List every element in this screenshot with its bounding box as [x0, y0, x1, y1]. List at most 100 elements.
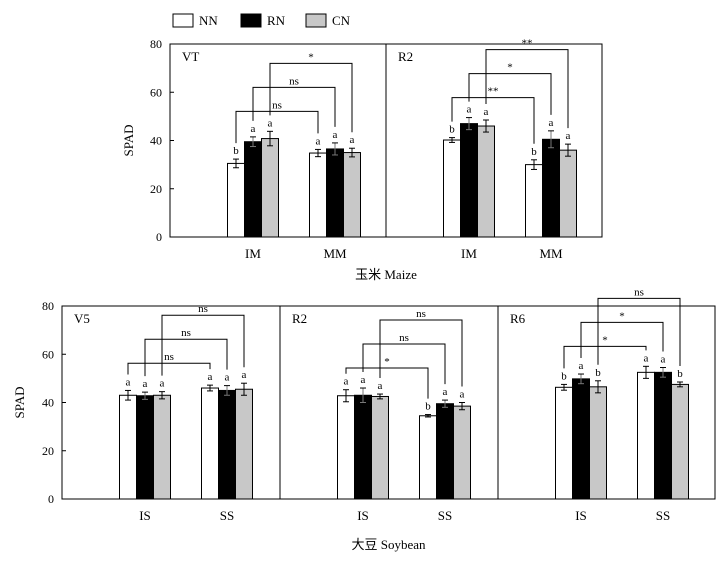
axes-group-0: 0 20 40 60 80 SPAD 玉米 Maize	[121, 37, 603, 282]
bracket-label: *	[507, 62, 513, 74]
x-tick-label: IS	[575, 508, 587, 523]
significance-letter: b	[531, 146, 537, 158]
y-tick-label: 20	[150, 182, 162, 196]
bar-cn	[343, 152, 361, 238]
bar-rn	[436, 403, 454, 500]
bar-rn	[244, 141, 262, 238]
x-tick-label: SS	[438, 508, 452, 523]
bracket-line	[144, 338, 228, 377]
bar-cn	[559, 149, 577, 238]
bracket-label: ns	[289, 75, 299, 87]
significance-letter: a	[126, 376, 131, 388]
bracket-line	[580, 321, 664, 359]
bracket-label: *	[602, 334, 608, 346]
y-tick-label: 0	[156, 230, 162, 244]
bracket-line	[161, 314, 245, 376]
bracket-label: *	[619, 310, 625, 322]
significance-letter: a	[467, 104, 472, 116]
bracket-label: ns	[272, 99, 282, 111]
significance-letter: b	[561, 370, 567, 382]
significance-letter: a	[443, 386, 448, 398]
legend-label: RN	[267, 13, 286, 28]
legend-label: NN	[199, 13, 218, 28]
x-tick-label: MM	[323, 246, 347, 261]
x-tick-label: IM	[461, 246, 477, 261]
significance-bracket: **	[485, 38, 569, 129]
bar-rn	[326, 148, 344, 238]
bracket-label: ns	[181, 327, 191, 339]
bar-cn	[261, 138, 279, 238]
panel-label: R2	[398, 49, 413, 64]
x-tick-label: IM	[245, 246, 261, 261]
bar-rn	[542, 138, 560, 238]
significance-letter: a	[225, 372, 230, 384]
bar-cn	[671, 383, 689, 500]
significance-letter: b	[233, 145, 239, 157]
legend-swatch	[240, 13, 262, 28]
x-tick-label: IS	[357, 508, 369, 523]
bar-rn	[354, 394, 372, 500]
significance-letter: a	[644, 352, 649, 364]
significance-bracket: ns	[235, 99, 319, 144]
significance-letter: a	[333, 129, 338, 141]
y-tick-label: 80	[42, 299, 54, 313]
bracket-line	[485, 49, 569, 129]
significance-bracket: ns	[597, 286, 681, 366]
significance-letter: a	[484, 106, 489, 118]
significance-bracket: ns	[161, 303, 245, 376]
x-tick-label: MM	[539, 246, 563, 261]
axes-group-1: 0 20 40 60 80 SPAD 大豆 Soybean	[12, 299, 716, 552]
bracket-line	[345, 367, 429, 399]
bracket-line	[252, 86, 336, 127]
bar-cn	[153, 394, 171, 500]
bar-cn	[235, 388, 253, 500]
significance-letter: a	[208, 371, 213, 383]
bracket-label: ns	[634, 286, 644, 298]
bracket-label: ns	[198, 303, 208, 315]
bar-nn	[443, 139, 461, 238]
panel-label: VT	[182, 49, 199, 64]
bar-cn	[371, 395, 389, 500]
y-tick-label: 80	[150, 37, 162, 51]
y-tick-label: 40	[42, 396, 54, 410]
significance-bracket: *	[269, 51, 353, 133]
significance-bracket: *	[580, 310, 664, 359]
group-title: 大豆 Soybean	[351, 537, 426, 552]
chart-axes: 0 20 40 60 80 SPAD 玉米 Maize 0 20 40 60 80 SPAD 大豆 Soy…	[12, 37, 716, 552]
significance-letter: a	[460, 389, 465, 401]
significance-letter: a	[566, 130, 571, 142]
y-tick-label: 20	[42, 444, 54, 458]
significance-letter: a	[143, 378, 148, 390]
bracket-label: **	[522, 38, 533, 50]
bracket-line	[235, 110, 319, 144]
significance-letter: a	[160, 378, 165, 390]
significance-letter: a	[268, 117, 273, 129]
bracket-line	[269, 62, 353, 133]
bar-rn	[572, 378, 590, 500]
bracket-line	[362, 343, 446, 385]
bar-nn	[201, 387, 219, 500]
panel-label: V5	[74, 311, 90, 326]
bar-rn	[136, 395, 154, 500]
legend-item-cn: CN	[305, 13, 351, 28]
x-tick-label: SS	[220, 508, 234, 523]
bar-cn	[589, 386, 607, 500]
bracket-label: *	[308, 51, 314, 63]
significance-letter: a	[350, 134, 355, 146]
bar-nn	[637, 371, 655, 500]
bar-cn	[477, 125, 495, 238]
y-axis-label: SPAD	[12, 386, 27, 418]
significance-bracket: ns	[362, 332, 446, 385]
bracket-line	[451, 97, 535, 144]
bracket-label: ns	[416, 308, 426, 320]
panel-label: R6	[510, 311, 526, 326]
bracket-label: ns	[164, 351, 174, 363]
bracket-line	[468, 73, 552, 115]
significance-letter: a	[361, 374, 366, 386]
chart-legend: NN RN CN	[172, 13, 351, 28]
bar-nn	[555, 386, 573, 500]
